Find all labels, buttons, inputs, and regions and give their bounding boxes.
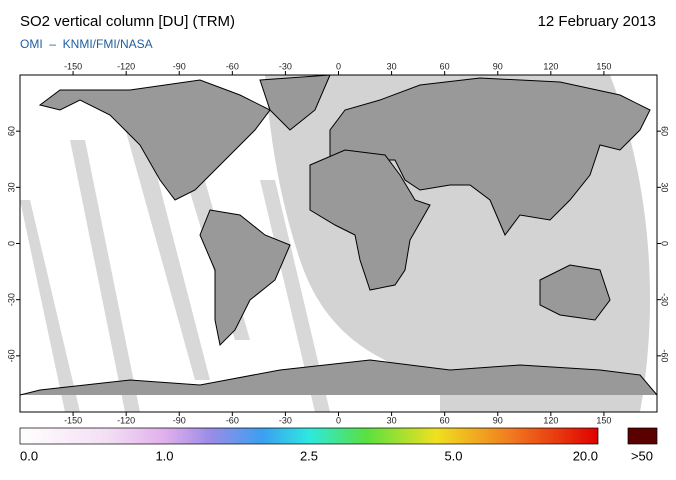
lon-tick-label: 120	[543, 61, 558, 71]
lon-tick-label: 90	[493, 415, 503, 425]
lon-tick-label: -30	[279, 61, 292, 71]
lon-tick-label: 0	[336, 415, 341, 425]
map	[19, 74, 658, 413]
lon-tick-label: -90	[173, 61, 186, 71]
title: SO2 vertical column [DU] (TRM)	[20, 13, 235, 30]
lon-tick-label: 150	[596, 415, 611, 425]
lon-tick-label: -150	[64, 61, 82, 71]
lon-tick-label: -120	[117, 61, 135, 71]
lon-tick-label: -60	[226, 61, 239, 71]
south-america	[199, 209, 291, 347]
subtitle: OMI – KNMI/FMI/NASA	[20, 37, 153, 51]
swaths	[20, 110, 330, 412]
lon-tick-label: 30	[387, 415, 397, 425]
lat-tick-label: 0	[6, 241, 16, 246]
lon-tick-label: -120	[117, 415, 135, 425]
north-america	[38, 79, 271, 201]
africa	[309, 149, 431, 291]
greenland	[259, 74, 331, 131]
colorbar-label: 20.0	[573, 448, 598, 463]
colorbar-label: 5.0	[444, 448, 462, 463]
date: 12 February 2013	[538, 13, 656, 30]
lon-tick-label: -150	[64, 415, 82, 425]
lon-tick-label: -30	[279, 415, 292, 425]
australia	[539, 264, 611, 321]
lon-tick-label: 90	[493, 61, 503, 71]
antarctica	[19, 359, 658, 396]
lat-tick-label: 60	[660, 126, 670, 136]
lat-tick-label: -60	[660, 349, 670, 362]
colorbar-label: 2.5	[300, 448, 318, 463]
lat-tick-label: -30	[6, 293, 16, 306]
lon-tick-label: 0	[336, 61, 341, 71]
lon-tick-label: 60	[440, 61, 450, 71]
white-region-east	[610, 75, 657, 412]
colorbar-label: 1.0	[155, 448, 173, 463]
lon-tick-label: 30	[387, 61, 397, 71]
colorbar	[19, 427, 599, 445]
lat-tick-label: 60	[6, 126, 16, 136]
lon-tick-label: 150	[596, 61, 611, 71]
lon-tick-label: 60	[440, 415, 450, 425]
lon-tick-label: -60	[226, 415, 239, 425]
lon-tick-label: -90	[173, 415, 186, 425]
eurasia	[329, 77, 651, 236]
lat-tick-label: -60	[6, 349, 16, 362]
colorbar-overflow-label: >50	[631, 448, 653, 463]
lat-tick-label: -30	[660, 293, 670, 306]
colorbar-label: 0.0	[20, 448, 38, 463]
lat-tick-label: 0	[660, 241, 670, 246]
colorbar-overflow	[627, 427, 658, 445]
lat-tick-label: 30	[660, 182, 670, 192]
lat-tick-label: 30	[6, 182, 16, 192]
lon-tick-label: 120	[543, 415, 558, 425]
